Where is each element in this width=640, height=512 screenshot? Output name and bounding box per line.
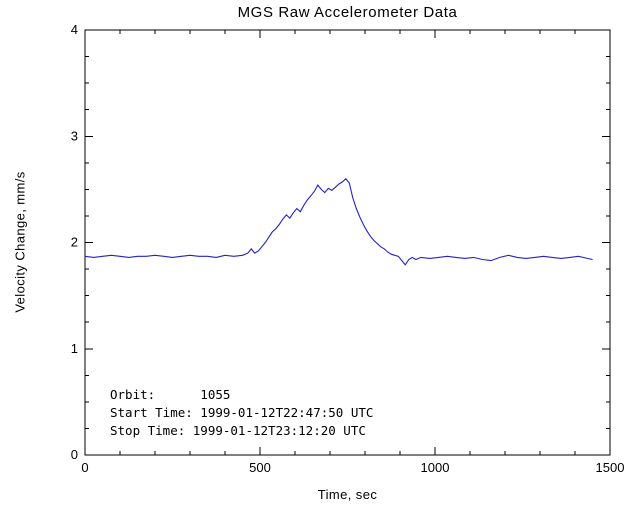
- annotation-orbit: Orbit: 1055: [110, 387, 231, 402]
- data-line: [84, 178, 593, 266]
- y-tick-label: 0: [71, 447, 78, 462]
- annotation-block: Orbit: 1055 Start Time: 1999-01-12T22:47…: [110, 386, 373, 440]
- x-tick-label: 0: [81, 460, 88, 475]
- x-axis-label: Time, sec: [317, 487, 378, 502]
- x-tick-label: 1500: [596, 460, 625, 475]
- y-tick-label: 1: [71, 341, 78, 356]
- y-tick-label: 3: [71, 128, 78, 143]
- annotation-start-time: Start Time: 1999-01-12T22:47:50 UTC: [110, 405, 374, 420]
- y-tick-label: 4: [71, 22, 78, 37]
- chart-title: MGS Raw Accelerometer Data: [237, 4, 458, 21]
- y-tick-label: 2: [71, 235, 78, 250]
- x-tick-label: 500: [249, 460, 271, 475]
- x-tick-label: 1000: [421, 460, 450, 475]
- y-axis-label: Velocity Change, mm/s: [12, 171, 28, 313]
- annotation-stop-time: Stop Time: 1999-01-12T23:12:20 UTC: [110, 423, 366, 438]
